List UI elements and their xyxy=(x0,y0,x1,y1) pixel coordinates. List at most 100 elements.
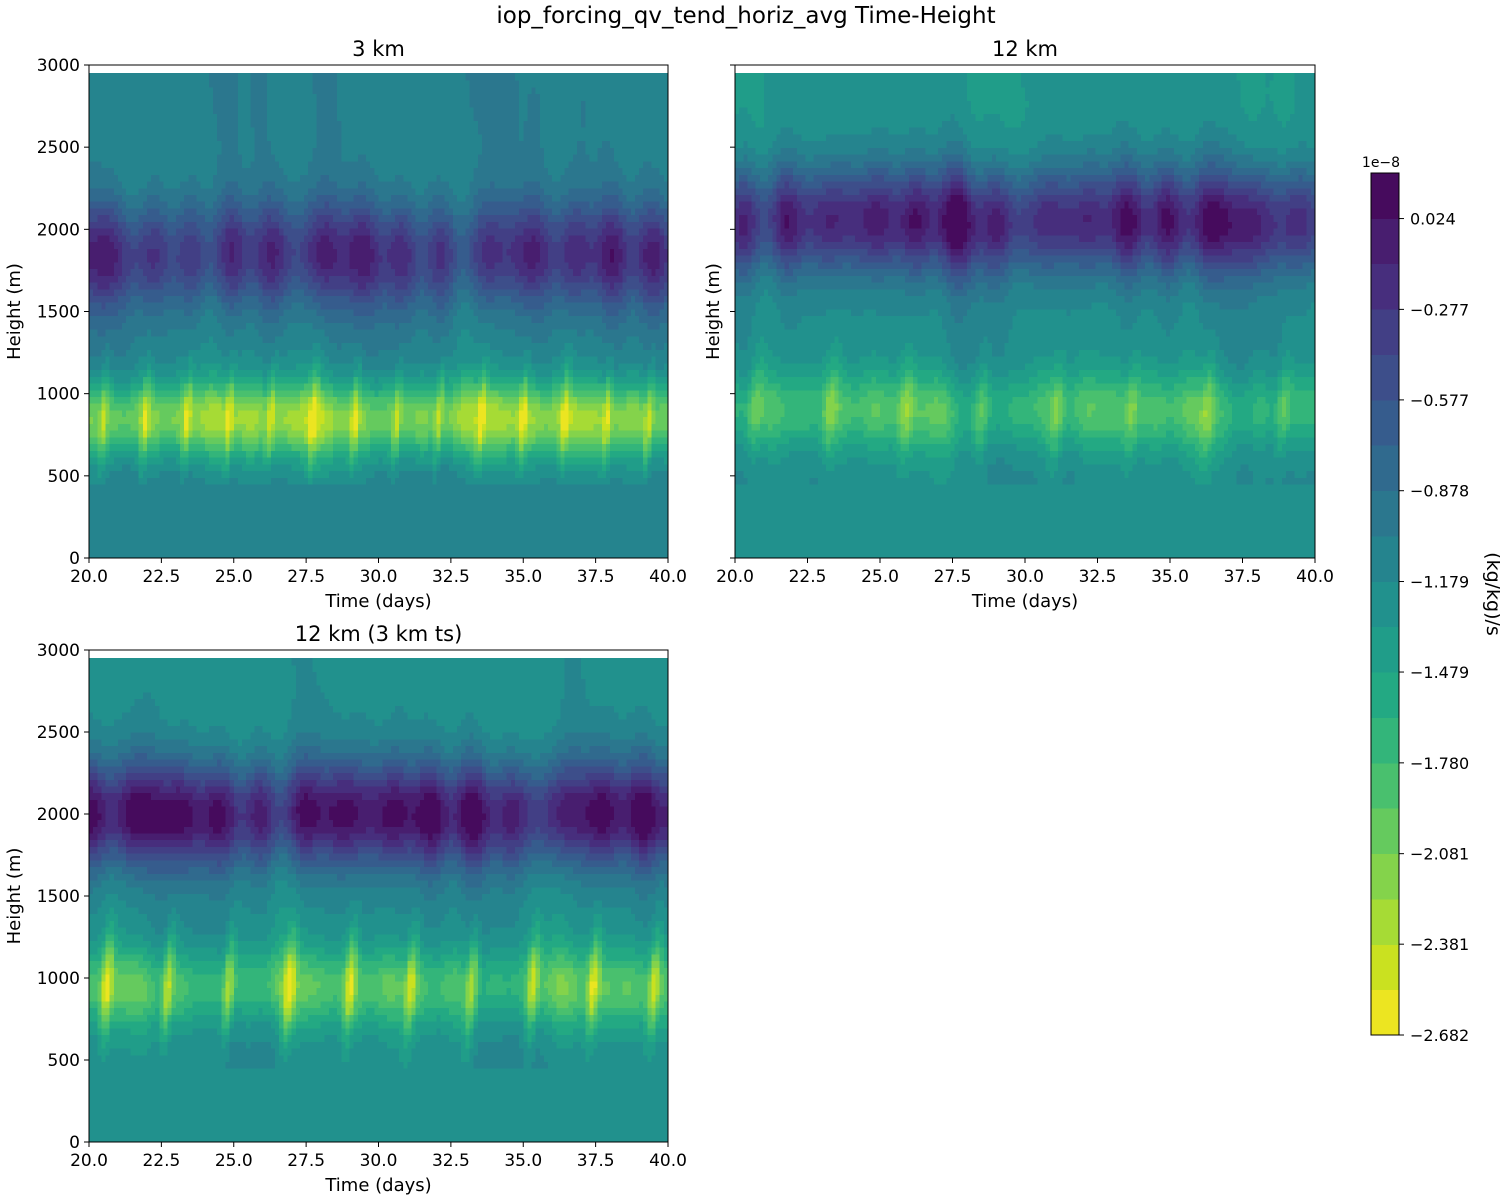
heatmap-cell xyxy=(436,477,441,484)
heatmap-cell xyxy=(395,470,400,477)
heatmap-cell xyxy=(288,329,293,336)
heatmap-cell xyxy=(106,437,111,444)
heatmap-cell xyxy=(498,349,503,356)
heatmap-cell xyxy=(482,497,487,504)
heatmap-cell xyxy=(457,457,462,464)
heatmap-cell xyxy=(292,423,297,430)
heatmap-cell xyxy=(159,430,164,437)
heatmap-cell xyxy=(337,336,342,343)
heatmap-cell xyxy=(259,349,264,356)
heatmap-cell xyxy=(192,511,197,518)
heatmap-cell xyxy=(589,410,594,417)
heatmap-cell xyxy=(610,322,615,329)
heatmap-cell xyxy=(598,383,603,390)
heatmap-cell xyxy=(213,316,218,323)
heatmap-cell xyxy=(242,491,247,498)
heatmap-cell xyxy=(345,504,350,511)
heatmap-cell xyxy=(97,343,102,350)
heatmap-cell xyxy=(292,545,297,552)
heatmap-cell xyxy=(486,403,491,410)
heatmap-cell xyxy=(503,470,508,477)
heatmap-cell xyxy=(263,349,268,356)
heatmap-cell xyxy=(106,316,111,323)
heatmap-cell xyxy=(221,363,226,370)
heatmap-cell xyxy=(383,524,388,531)
heatmap-cell xyxy=(482,491,487,498)
heatmap-cell xyxy=(354,470,359,477)
heatmap-cell xyxy=(552,417,557,424)
heatmap-cell xyxy=(205,511,210,518)
heatmap-cell xyxy=(469,484,474,491)
heatmap-cell xyxy=(180,369,185,376)
heatmap-cell xyxy=(453,504,458,511)
heatmap-cell xyxy=(639,464,644,471)
heatmap-cell xyxy=(581,410,586,417)
heatmap-cell xyxy=(188,437,193,444)
heatmap-cell xyxy=(271,511,276,518)
heatmap-cell xyxy=(585,329,590,336)
heatmap-cell xyxy=(163,450,168,457)
heatmap-cell xyxy=(217,538,222,545)
heatmap-cell xyxy=(180,403,185,410)
heatmap-cell xyxy=(602,518,607,525)
heatmap-cell xyxy=(345,376,350,383)
heatmap-cell xyxy=(279,477,284,484)
heatmap-cell xyxy=(461,464,466,471)
heatmap-cell xyxy=(304,504,309,511)
heatmap-cell xyxy=(441,518,446,525)
heatmap-cell xyxy=(250,504,255,511)
heatmap-cell xyxy=(577,417,582,424)
heatmap-cell xyxy=(184,322,189,329)
heatmap-cell xyxy=(188,545,193,552)
heatmap-cell xyxy=(635,511,640,518)
heatmap-cell xyxy=(383,322,388,329)
heatmap-cell xyxy=(122,545,127,552)
heatmap-cell xyxy=(316,390,321,397)
heatmap-cell xyxy=(374,545,379,552)
heatmap-cell xyxy=(432,518,437,525)
heatmap-cell xyxy=(168,450,173,457)
heatmap-cell xyxy=(606,470,611,477)
heatmap-cell xyxy=(246,363,251,370)
heatmap-cell xyxy=(122,518,127,525)
heatmap-cell xyxy=(271,491,276,498)
heatmap-cell xyxy=(288,464,293,471)
heatmap-cell xyxy=(358,497,363,504)
heatmap-cell xyxy=(155,511,160,518)
heatmap-cell xyxy=(643,403,648,410)
heatmap-cell xyxy=(614,464,619,471)
heatmap-cell xyxy=(490,511,495,518)
heatmap-cell xyxy=(379,343,384,350)
heatmap-cell xyxy=(544,538,549,545)
heatmap-cell xyxy=(536,322,541,329)
heatmap-cell xyxy=(283,504,288,511)
heatmap-cell xyxy=(366,484,371,491)
heatmap-cell xyxy=(89,390,94,397)
heatmap-cell xyxy=(300,417,305,424)
heatmap-cell xyxy=(238,477,243,484)
heatmap-cell xyxy=(424,396,429,403)
heatmap-cell xyxy=(544,437,549,444)
heatmap-cell xyxy=(341,457,346,464)
heatmap-cell xyxy=(271,444,276,451)
heatmap-cell xyxy=(341,417,346,424)
heatmap-cell xyxy=(594,484,599,491)
heatmap-cell xyxy=(560,524,565,531)
heatmap-cell xyxy=(474,545,479,552)
heatmap-cell xyxy=(288,518,293,525)
heatmap-cell xyxy=(110,349,115,356)
heatmap-cell xyxy=(151,316,156,323)
heatmap-cell xyxy=(197,390,202,397)
heatmap-cell xyxy=(478,430,483,437)
heatmap-cell xyxy=(296,390,301,397)
heatmap-cell xyxy=(254,430,259,437)
heatmap-cell xyxy=(387,538,392,545)
heatmap-cell xyxy=(490,376,495,383)
heatmap-cell xyxy=(647,390,652,397)
heatmap-cell xyxy=(565,497,570,504)
heatmap-cell xyxy=(329,383,334,390)
heatmap-cell xyxy=(221,430,226,437)
heatmap-cell xyxy=(453,363,458,370)
heatmap-cell xyxy=(188,484,193,491)
heatmap-cell xyxy=(569,343,574,350)
